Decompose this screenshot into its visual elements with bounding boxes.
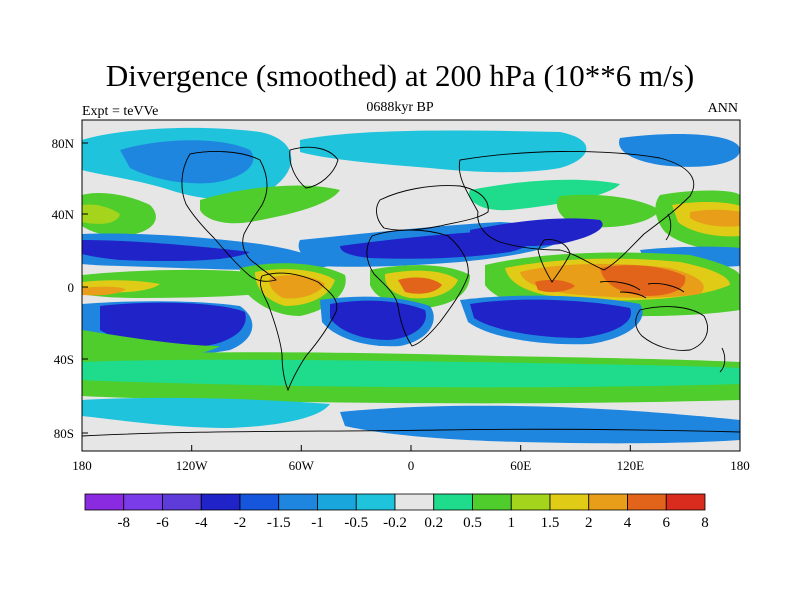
colorbar-label: -1.5 xyxy=(267,515,291,531)
colorbar-swatch xyxy=(510,493,551,511)
colorbar-swatch xyxy=(84,493,125,511)
new-zealand-coast xyxy=(719,347,726,373)
indonesia-coast xyxy=(599,281,685,299)
antarctic-blue-west xyxy=(82,397,330,428)
lon-tick-label: 180 xyxy=(730,458,750,473)
lon-tick-label: 0 xyxy=(408,458,415,473)
colorbar-label: -0.2 xyxy=(383,515,407,531)
latitude-axis: 80N 40N 0 40S 80S xyxy=(52,136,88,441)
colorbar-label: 1 xyxy=(508,515,516,531)
colorbar-swatch xyxy=(627,493,667,511)
colorbar-label: -6 xyxy=(156,515,169,531)
experiment-label: Expt = teVVe xyxy=(82,104,159,119)
congo-red xyxy=(398,277,442,294)
northwest-pacific-orange xyxy=(690,209,740,227)
colorbar-swatch xyxy=(123,493,163,511)
colorbar-label: -8 xyxy=(118,515,131,531)
south-pacific-deep-blue xyxy=(100,302,246,348)
japan-coast xyxy=(665,213,672,241)
period-label: 0688kyr BP xyxy=(366,100,434,115)
north-america-coast xyxy=(181,151,277,282)
colorbar-swatch xyxy=(278,493,318,511)
eurasia-green xyxy=(469,179,620,211)
north-atlantic-green xyxy=(200,185,340,224)
southern-ocean-teal xyxy=(82,359,740,388)
arctic-blue-east xyxy=(300,130,587,173)
colorbar-label: 2 xyxy=(585,515,593,531)
colorbar-swatch xyxy=(394,493,435,511)
colorbar-swatch xyxy=(239,493,280,511)
antarctica-coast xyxy=(82,428,740,437)
colorbar-label: -0.5 xyxy=(344,515,368,531)
asia-coast xyxy=(458,150,695,271)
colorbar-swatch xyxy=(549,493,590,511)
siberia-blue xyxy=(619,134,740,167)
colorbar-label: 0.2 xyxy=(424,515,443,531)
lon-tick-label: 60W xyxy=(289,458,315,473)
colorbar-swatch xyxy=(200,493,241,511)
colorbar-label: 1.5 xyxy=(541,515,560,531)
lat-tick-label: 0 xyxy=(68,280,75,295)
lon-tick-label: 120E xyxy=(617,458,645,473)
chart-title: Divergence (smoothed) at 200 hPa (10**6 … xyxy=(105,58,695,93)
lon-tick-label: 120W xyxy=(176,458,209,473)
colorbar-swatch xyxy=(588,493,628,511)
south-pacific-green xyxy=(82,330,220,359)
lat-tick-label: 40S xyxy=(54,352,74,367)
colorbar-swatch xyxy=(472,493,512,511)
south-indian-deep-blue xyxy=(470,299,632,338)
indian-red-west xyxy=(535,279,575,293)
colorbar-label: 8 xyxy=(701,515,709,531)
colorbar-swatch xyxy=(355,493,396,511)
maritime-continent-red xyxy=(600,265,686,296)
greenland-blue xyxy=(120,140,254,184)
colorbar-label: 4 xyxy=(624,515,632,531)
india-coast xyxy=(537,239,571,283)
colorbar-swatch xyxy=(162,493,202,511)
colorbar-swatch xyxy=(317,493,357,511)
colorbar-label: 0.5 xyxy=(463,515,482,531)
south-atlantic-deep-blue xyxy=(330,300,426,340)
central-pacific-orange xyxy=(82,286,126,296)
colorbar: -8 -6 -4 -2 -1.5 -1 -0.5 -0.2 0.2 0.5 1 1.5 2 4 6 8 xyxy=(84,493,709,531)
colorbar-label: -2 xyxy=(234,515,247,531)
colorbar-label: -4 xyxy=(195,515,208,531)
lon-tick-label: 180 xyxy=(72,458,92,473)
antarctic-deep-blue xyxy=(380,415,560,436)
australia-coast xyxy=(635,306,708,351)
greenland-coast xyxy=(289,146,339,189)
season-label: ANN xyxy=(707,101,738,116)
lat-tick-label: 80S xyxy=(54,426,74,441)
longitude-axis: 180 120W 60W 0 60E 120E 180 xyxy=(72,445,750,473)
colorbar-swatch xyxy=(665,493,706,511)
lat-tick-label: 80N xyxy=(52,136,75,151)
lat-tick-label: 40N xyxy=(52,207,75,222)
europe-coast xyxy=(376,185,489,231)
divergence-field xyxy=(82,120,740,451)
colorbar-swatch xyxy=(433,493,473,511)
arabia-deep-blue xyxy=(470,218,603,247)
africa-coast xyxy=(366,229,469,347)
colorbar-label: 6 xyxy=(663,515,671,531)
lon-tick-label: 60E xyxy=(510,458,531,473)
north-pacific-yellow-west xyxy=(82,204,120,224)
south-america-coast xyxy=(259,272,338,392)
north-pacific-deep-blue xyxy=(82,240,250,262)
colorbar-label: -1 xyxy=(311,515,324,531)
amazon-orange xyxy=(269,275,325,299)
coastlines xyxy=(82,146,740,437)
